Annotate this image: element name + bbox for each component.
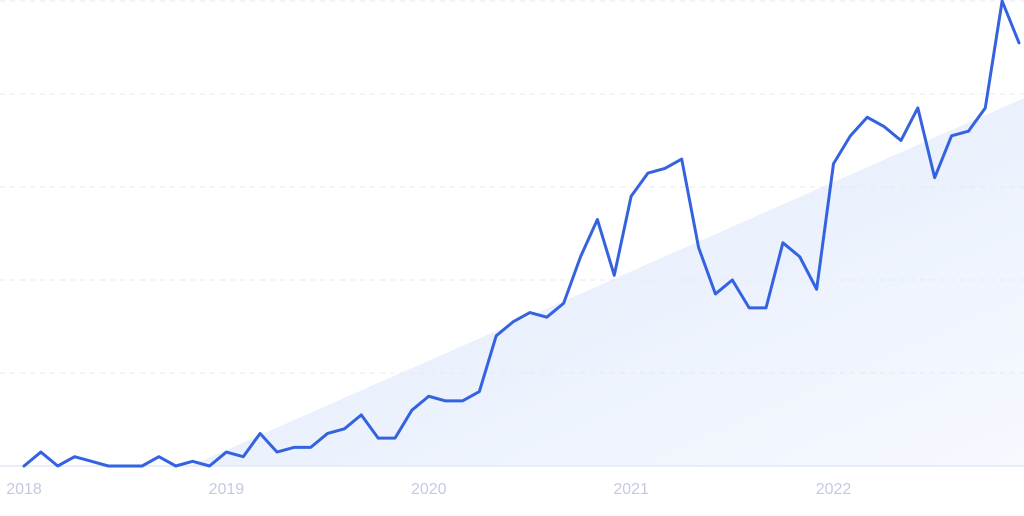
x-tick-label: 2019 bbox=[209, 481, 245, 498]
x-tick-label: 2021 bbox=[613, 481, 649, 498]
x-tick-label: 2020 bbox=[411, 481, 447, 498]
x-tick-label: 2018 bbox=[6, 481, 42, 498]
x-tick-label: 2022 bbox=[816, 481, 852, 498]
plot bbox=[22, 0, 1021, 468]
data-line bbox=[22, 0, 1021, 468]
grid: 2018 2019 2020 2021 2022 bbox=[0, 0, 1024, 498]
trend-area bbox=[190, 98, 1024, 466]
